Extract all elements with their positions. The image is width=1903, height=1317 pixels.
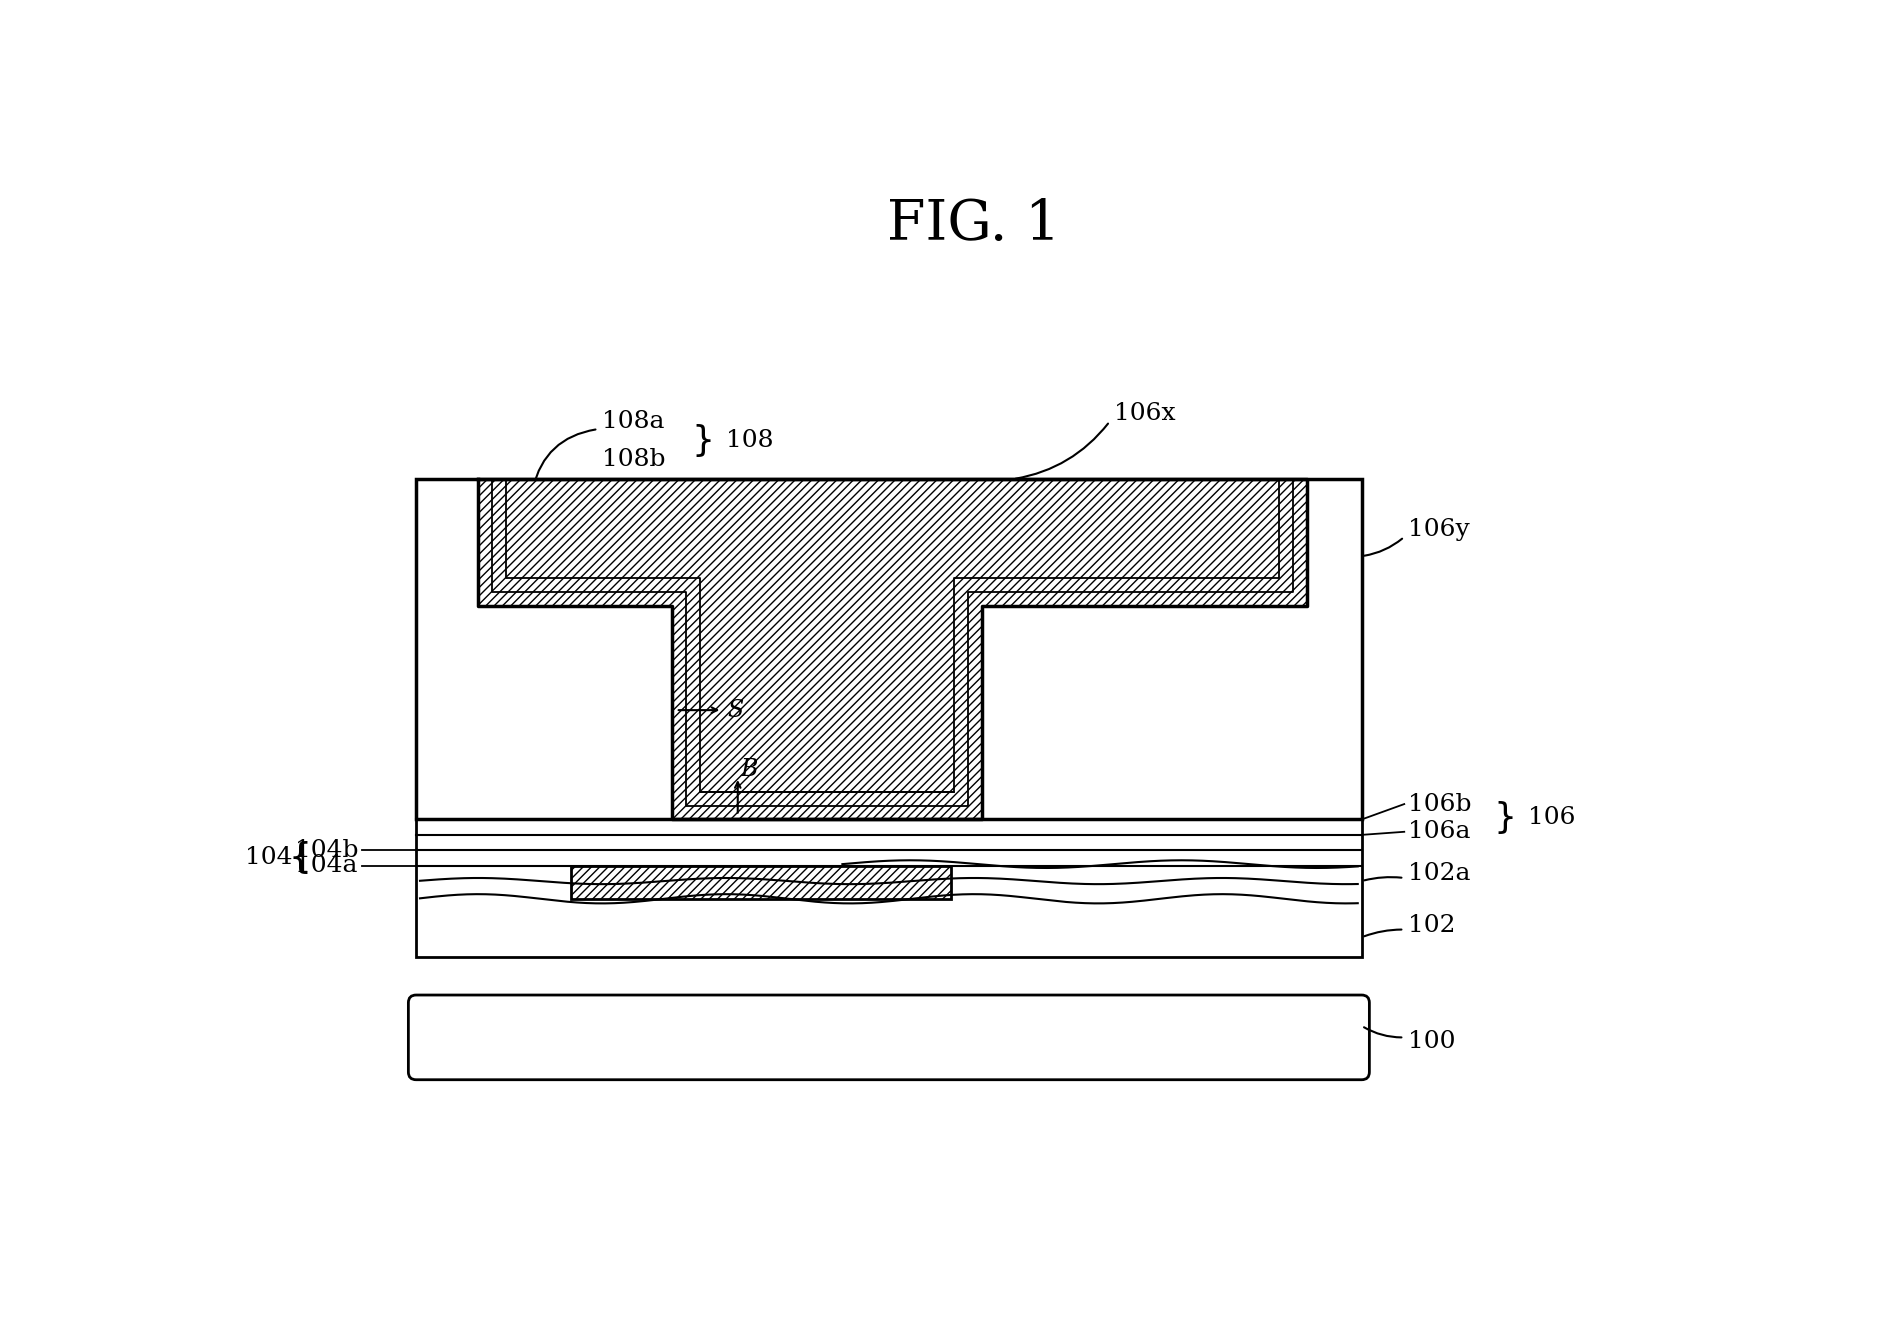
Text: }: } [1494,801,1517,835]
Bar [478,479,1307,606]
FancyArrowPatch shape [1364,539,1403,556]
Bar [1307,606,1363,819]
Bar [417,479,1363,956]
Bar [982,606,1307,819]
FancyArrowPatch shape [1364,1027,1401,1038]
Text: 106a: 106a [1408,820,1471,843]
Bar [672,606,982,819]
Text: 100: 100 [1408,1030,1456,1052]
Text: 108b: 108b [601,448,666,471]
Text: S: S [727,698,744,722]
Bar [672,606,982,819]
Text: 104b: 104b [295,839,358,861]
Text: 108: 108 [727,429,775,452]
Text: 104a: 104a [295,855,358,877]
Text: 102a: 102a [1408,861,1471,885]
Bar [571,865,952,898]
FancyArrowPatch shape [1364,930,1401,936]
Text: }: } [691,424,714,457]
Text: 106y: 106y [1408,518,1469,541]
Bar [478,606,672,819]
FancyArrowPatch shape [1364,877,1401,880]
Text: 102: 102 [1408,914,1456,938]
FancyArrowPatch shape [1016,424,1108,478]
Bar [417,479,1363,819]
Text: 104: 104 [245,847,293,869]
Bar [417,479,1363,819]
Bar [571,865,952,898]
Text: B: B [740,757,757,781]
Bar [571,865,952,898]
Text: 106x: 106x [1113,402,1176,425]
Text: {: { [289,842,312,874]
Bar [417,606,478,819]
FancyArrowPatch shape [533,429,596,489]
Text: 108a: 108a [601,410,664,433]
FancyBboxPatch shape [409,996,1370,1080]
Text: FIG. 1: FIG. 1 [887,198,1060,253]
Text: 106b: 106b [1408,793,1471,815]
Bar [478,479,1307,606]
Text: 106: 106 [1528,806,1576,830]
